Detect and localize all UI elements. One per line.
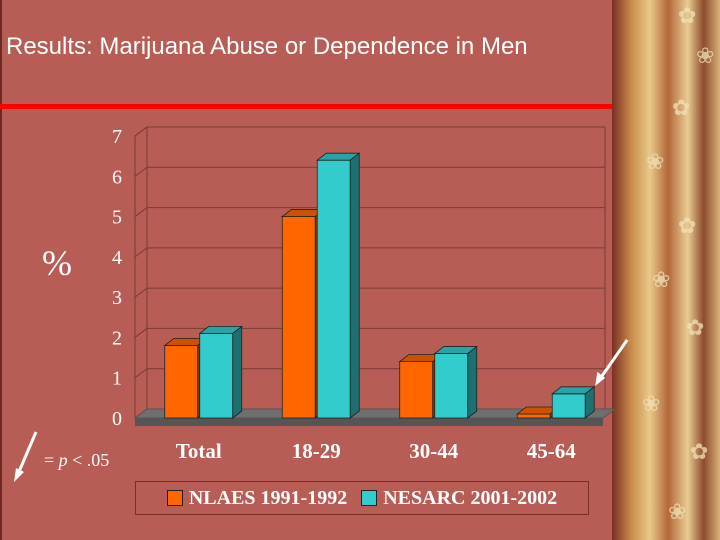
bar xyxy=(516,413,551,419)
significance-note-rest: < .05 xyxy=(67,450,110,470)
y-tick-label: 6 xyxy=(112,166,122,188)
gridline xyxy=(134,247,605,258)
flower-icon: ✿ xyxy=(686,316,705,341)
decorative-floral-border: ✿ ❀ ✿ ❀ ✿ ❀ ✿ ❀ ✿ ❀ xyxy=(612,0,720,540)
bar-side xyxy=(584,386,595,419)
bar-side xyxy=(232,325,243,419)
bar xyxy=(551,393,586,419)
plot-side-wall xyxy=(134,126,148,419)
x-tick-label: 45-64 xyxy=(527,439,576,463)
slide-title: Results: Marijuana Abuse or Dependence i… xyxy=(6,33,528,60)
flower-icon: ❀ xyxy=(642,392,661,417)
legend-item-nlaes: NLAES 1991-1992 xyxy=(166,486,348,510)
legend-label-nesarc: NESARC 2001-2002 xyxy=(383,486,558,509)
y-tick-label: 2 xyxy=(112,327,122,349)
y-tick-label: 0 xyxy=(112,408,122,430)
flower-icon: ✿ xyxy=(678,4,697,29)
legend-item-nesarc: NESARC 2001-2002 xyxy=(361,487,557,510)
y-tick-label: 7 xyxy=(112,126,122,148)
x-tick-label: 18-29 xyxy=(292,439,341,463)
y-axis-unit-label: % xyxy=(42,243,72,283)
gridline xyxy=(134,166,605,177)
gridline xyxy=(134,287,605,298)
flower-icon: ❀ xyxy=(696,44,715,69)
bar xyxy=(434,353,469,419)
significance-arrow-icon xyxy=(14,431,38,482)
legend-swatch-nlaes xyxy=(166,490,183,506)
y-tick-label: 3 xyxy=(112,287,122,309)
gridline xyxy=(134,327,605,338)
flower-icon: ✿ xyxy=(678,214,697,239)
chart-legend: NLAES 1991-1992 NESARC 2001-2002 xyxy=(135,481,589,515)
x-tick-label: 30-44 xyxy=(409,439,458,463)
significance-marker-arrowhead xyxy=(595,371,606,386)
bar xyxy=(316,159,351,419)
bar xyxy=(399,361,434,419)
bar xyxy=(281,216,316,419)
x-tick-label: Total xyxy=(176,439,222,463)
title-rule xyxy=(0,104,612,109)
gridline xyxy=(134,207,605,217)
bar-side xyxy=(467,345,478,419)
y-tick-label: 4 xyxy=(112,247,122,269)
bar-side xyxy=(349,152,360,419)
bar xyxy=(199,332,234,419)
bar xyxy=(164,345,199,419)
flower-icon: ❀ xyxy=(668,500,687,525)
y-tick-label: 1 xyxy=(112,368,122,390)
flower-icon: ✿ xyxy=(690,440,709,465)
significance-note-p: p xyxy=(58,450,68,470)
flower-icon: ❀ xyxy=(652,268,671,293)
gridline xyxy=(134,126,605,137)
significance-note-prefix: = xyxy=(44,450,55,470)
plot-floor-edge xyxy=(135,418,603,426)
flower-icon: ❀ xyxy=(646,150,665,175)
significance-marker-arrow xyxy=(598,338,629,381)
y-tick-label: 5 xyxy=(112,207,122,229)
legend-swatch-nesarc xyxy=(361,490,378,506)
significance-note: = p < .05 xyxy=(44,450,109,471)
legend-label-nlaes: NLAES 1991-1992 xyxy=(188,486,348,509)
flower-icon: ✿ xyxy=(672,96,691,121)
